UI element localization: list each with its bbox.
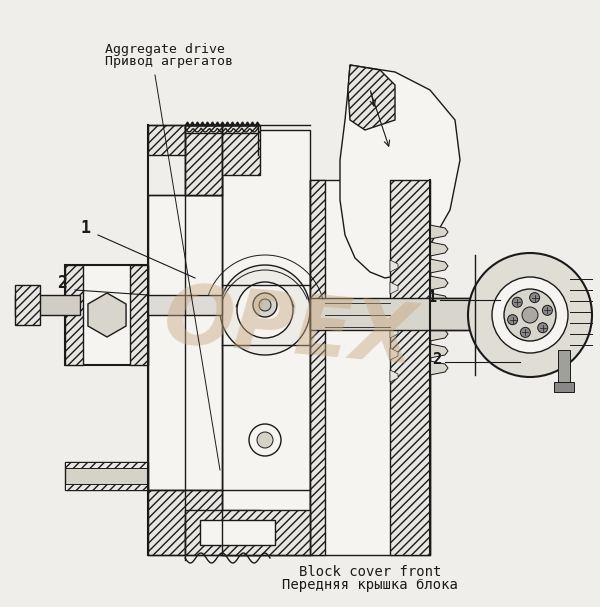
- Text: 2: 2: [57, 274, 67, 292]
- Polygon shape: [148, 490, 222, 555]
- Bar: [15, 295, 80, 315]
- Circle shape: [520, 327, 530, 337]
- Circle shape: [468, 253, 592, 377]
- Polygon shape: [390, 326, 398, 338]
- Bar: [15, 285, 40, 325]
- Polygon shape: [390, 282, 398, 294]
- Polygon shape: [430, 327, 448, 341]
- Polygon shape: [215, 122, 220, 126]
- Bar: [222, 510, 260, 555]
- Circle shape: [538, 323, 548, 333]
- Circle shape: [249, 424, 281, 456]
- Polygon shape: [430, 242, 448, 256]
- Circle shape: [530, 293, 539, 303]
- Bar: [65, 462, 148, 490]
- Circle shape: [253, 293, 277, 317]
- Polygon shape: [390, 304, 398, 316]
- Polygon shape: [390, 348, 398, 360]
- Circle shape: [492, 277, 568, 353]
- Circle shape: [508, 314, 518, 325]
- Bar: [222, 125, 260, 175]
- Polygon shape: [240, 122, 245, 126]
- Polygon shape: [205, 122, 210, 126]
- Bar: [148, 195, 222, 490]
- Circle shape: [257, 432, 273, 448]
- Bar: [310, 180, 430, 555]
- Circle shape: [504, 289, 556, 341]
- Bar: [310, 180, 325, 555]
- Polygon shape: [430, 310, 448, 324]
- Polygon shape: [235, 122, 240, 126]
- Text: Aggregate drive: Aggregate drive: [105, 44, 225, 56]
- Bar: [558, 350, 570, 385]
- Text: 2: 2: [433, 353, 442, 367]
- Polygon shape: [255, 122, 260, 126]
- Bar: [148, 295, 222, 315]
- Text: ОРЕХ: ОРЕХ: [160, 279, 419, 381]
- Bar: [554, 382, 574, 392]
- Polygon shape: [230, 122, 235, 126]
- Bar: [310, 298, 475, 330]
- Bar: [65, 462, 148, 468]
- Polygon shape: [430, 259, 448, 273]
- Polygon shape: [430, 276, 448, 290]
- Polygon shape: [390, 260, 398, 272]
- Circle shape: [220, 265, 310, 355]
- Polygon shape: [185, 122, 190, 126]
- Polygon shape: [430, 344, 448, 358]
- Bar: [222, 130, 310, 555]
- Circle shape: [237, 282, 293, 338]
- Polygon shape: [210, 122, 215, 126]
- Text: 1: 1: [427, 290, 437, 305]
- Polygon shape: [190, 122, 195, 126]
- Polygon shape: [430, 293, 448, 307]
- Polygon shape: [220, 122, 225, 126]
- Polygon shape: [225, 122, 230, 126]
- Bar: [200, 520, 275, 545]
- Circle shape: [522, 307, 538, 323]
- Text: 1: 1: [80, 219, 90, 237]
- Polygon shape: [195, 122, 200, 126]
- Polygon shape: [348, 65, 395, 130]
- Polygon shape: [430, 361, 448, 375]
- Polygon shape: [88, 293, 126, 337]
- Bar: [65, 265, 148, 365]
- Polygon shape: [245, 122, 250, 126]
- Bar: [185, 125, 222, 195]
- Polygon shape: [390, 370, 398, 382]
- Bar: [185, 510, 310, 555]
- Polygon shape: [430, 225, 448, 239]
- Bar: [65, 484, 148, 490]
- Circle shape: [259, 299, 271, 311]
- Text: Block cover front: Block cover front: [299, 565, 441, 579]
- Text: Привод агрегатов: Привод агрегатов: [105, 55, 233, 69]
- Polygon shape: [200, 122, 205, 126]
- Polygon shape: [340, 65, 460, 278]
- Bar: [65, 265, 83, 365]
- Bar: [130, 265, 148, 365]
- Bar: [390, 180, 430, 555]
- Circle shape: [542, 305, 553, 316]
- Polygon shape: [148, 125, 222, 195]
- Polygon shape: [250, 122, 255, 126]
- Text: Передняя крышка блока: Передняя крышка блока: [282, 578, 458, 592]
- Circle shape: [512, 297, 522, 307]
